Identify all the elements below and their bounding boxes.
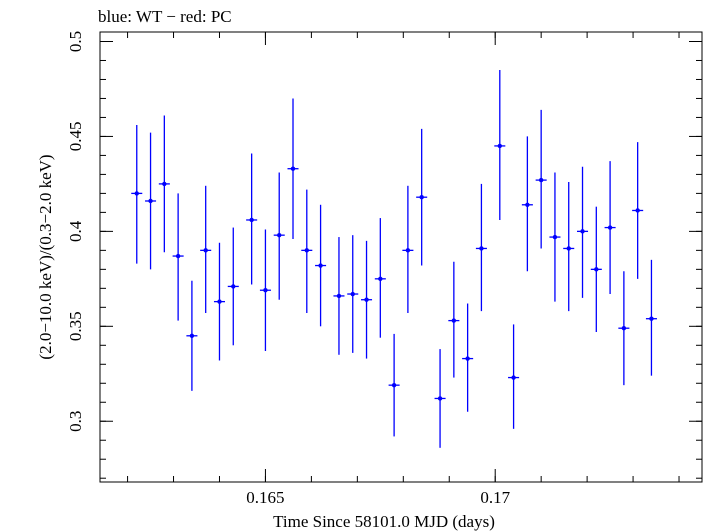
data-point [131, 125, 143, 264]
data-marker [552, 234, 558, 240]
data-marker [263, 288, 268, 293]
data-marker [148, 198, 153, 204]
data-point [172, 193, 184, 321]
data-point [287, 98, 299, 239]
data-marker [162, 181, 167, 187]
data-marker [479, 246, 484, 251]
data-point [521, 136, 533, 272]
y-axis-label: (2.0−10.0 keV)/(0.3−2.0 keV) [36, 154, 55, 359]
data-point [301, 189, 313, 314]
data-point [475, 183, 487, 312]
y-tick-label: 0.4 [66, 220, 85, 242]
data-point [416, 128, 428, 266]
data-marker [594, 267, 599, 272]
data-point [462, 303, 474, 412]
data-series [131, 69, 657, 448]
data-marker [391, 382, 397, 388]
data-point [259, 229, 271, 351]
data-point [434, 349, 446, 448]
y-axis-ticks [100, 40, 702, 479]
data-point [361, 240, 373, 359]
data-marker [566, 246, 571, 251]
data-marker [465, 356, 470, 361]
data-marker [635, 208, 640, 213]
data-marker [405, 248, 411, 253]
data-point [145, 132, 157, 270]
x-axis-label: Time Since 58101.0 MJD (days) [273, 512, 495, 531]
data-point [246, 153, 258, 285]
data-marker [290, 166, 296, 171]
data-marker [497, 143, 503, 149]
data-point [388, 333, 400, 437]
data-point [563, 182, 575, 312]
y-axis-tick-labels: 0.3 0.35 0.4 0.45 0.5 [66, 31, 85, 432]
data-marker [304, 248, 309, 253]
data-marker [419, 194, 424, 200]
y-tick-label: 0.3 [66, 411, 85, 432]
data-marker [189, 333, 195, 338]
data-point [508, 324, 520, 429]
data-marker [249, 217, 254, 223]
x-tick-label: 0.165 [246, 488, 284, 507]
data-marker [621, 326, 627, 331]
y-tick-label: 0.5 [66, 31, 85, 52]
data-marker [203, 248, 208, 253]
x-axis-tick-labels: 0.165 0.17 [246, 488, 510, 507]
data-marker [437, 396, 443, 401]
data-point [577, 166, 589, 298]
y-tick-label: 0.35 [66, 311, 85, 341]
data-point [448, 261, 460, 378]
x-tick-label: 0.17 [480, 488, 510, 507]
data-marker [378, 276, 383, 282]
data-marker [231, 284, 236, 289]
data-point [200, 185, 212, 314]
data-marker [134, 191, 139, 196]
data-point [158, 115, 170, 253]
data-marker [336, 293, 342, 299]
data-point [632, 142, 644, 279]
data-marker [350, 291, 355, 297]
data-marker [175, 253, 181, 259]
data-point [374, 218, 386, 338]
data-marker [318, 263, 323, 268]
y-tick-label: 0.45 [66, 122, 85, 152]
plot-frame [99, 31, 703, 483]
data-point [604, 161, 616, 295]
data-point [590, 206, 602, 332]
data-point [494, 69, 506, 220]
data-marker [217, 299, 222, 304]
chart-title: blue: WT − red: PC [98, 7, 232, 26]
data-marker [538, 177, 544, 183]
data-point [645, 259, 657, 376]
data-point [186, 280, 198, 391]
data-marker [580, 229, 585, 234]
data-marker [525, 202, 530, 207]
data-point [535, 109, 547, 249]
data-point [227, 227, 239, 346]
data-point [213, 242, 225, 361]
data-marker [511, 375, 516, 380]
data-point [618, 271, 630, 386]
data-marker [649, 316, 654, 321]
data-marker [451, 318, 457, 323]
data-marker [364, 297, 369, 302]
data-point [333, 237, 345, 355]
x-axis-ticks [127, 32, 680, 482]
data-point [347, 235, 359, 353]
data-point [402, 185, 414, 314]
data-point [549, 172, 561, 302]
data-point [315, 204, 327, 327]
data-point [273, 172, 285, 300]
data-marker [277, 232, 282, 238]
data-marker [607, 225, 613, 230]
